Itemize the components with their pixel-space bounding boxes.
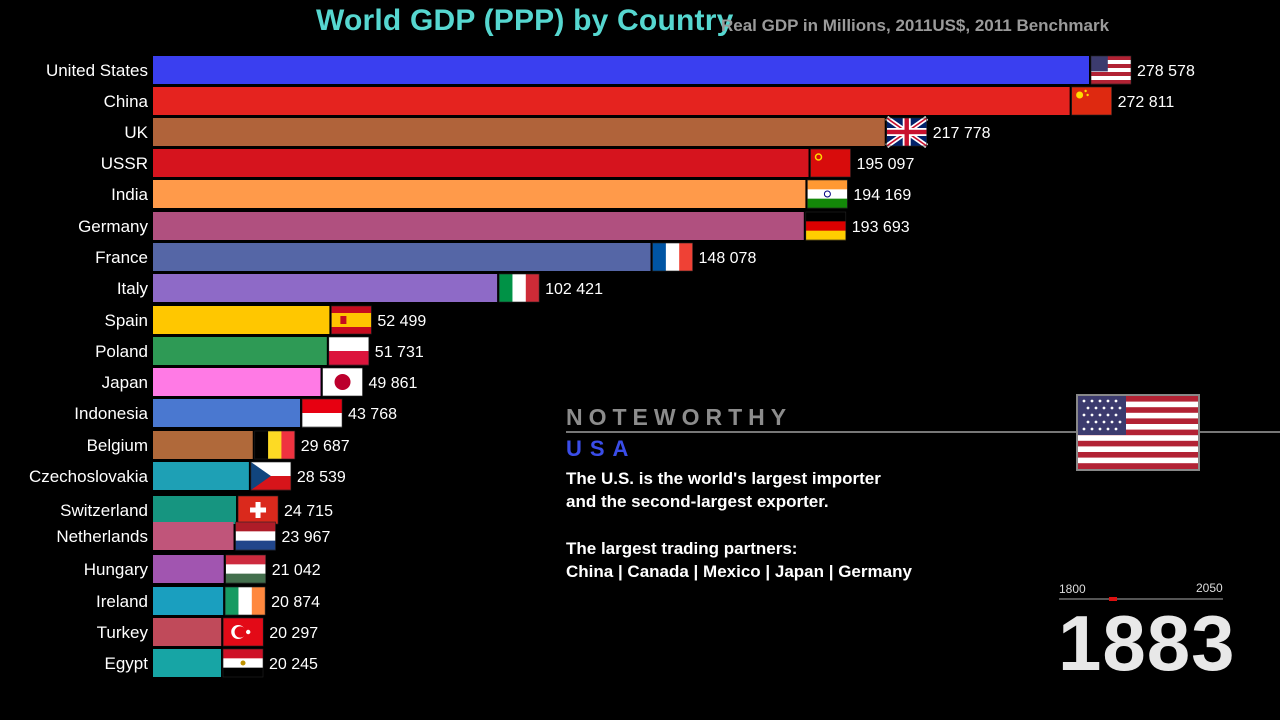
us-flag-icon: [1076, 394, 1200, 471]
category-label: Belgium: [87, 436, 148, 455]
bar: [153, 337, 327, 365]
value-label: 21 042: [272, 562, 321, 579]
noteworthy-country: USA: [566, 436, 637, 461]
bar: [153, 649, 222, 677]
ie-flag-icon: [224, 586, 266, 616]
value-label: 195 097: [857, 156, 915, 173]
timeline-start-label: 1800: [1059, 582, 1086, 596]
category-label: United States: [46, 61, 148, 80]
current-year: 1883: [1058, 599, 1236, 687]
timeline-marker: [1109, 597, 1118, 601]
value-label: 29 687: [301, 438, 350, 455]
category-label: Hungary: [84, 560, 149, 579]
us-flag-icon: [1090, 55, 1132, 85]
ussr-flag-icon: [810, 148, 851, 178]
category-label: Switzerland: [60, 501, 148, 520]
bar: [153, 243, 651, 271]
jp-flag-icon: [322, 367, 363, 397]
es-flag-icon: [331, 305, 372, 335]
bar: [153, 496, 237, 524]
id-flag-icon: [301, 398, 343, 428]
bar: [153, 587, 224, 615]
eg-flag-icon: [222, 648, 264, 678]
value-label: 52 499: [377, 313, 426, 330]
category-label: Netherlands: [56, 527, 148, 546]
pl-flag-icon: [328, 336, 370, 366]
value-label: 20 297: [269, 625, 318, 642]
bar: [153, 462, 249, 490]
category-label: Poland: [95, 342, 148, 361]
hu-flag-icon: [225, 554, 266, 584]
cs-flag-icon: [250, 461, 292, 491]
noteworthy-heading: NOTEWORTHY: [566, 404, 793, 430]
value-label: 217 778: [933, 125, 991, 142]
value-label: 194 169: [853, 187, 911, 204]
bar: [153, 180, 806, 208]
category-label: Japan: [102, 373, 148, 392]
noteworthy-text-line: The U.S. is the world's largest importer: [566, 469, 881, 488]
bar: [153, 149, 809, 177]
category-label: Germany: [78, 217, 148, 236]
category-label: India: [111, 185, 148, 204]
value-label: 24 715: [284, 503, 333, 520]
value-label: 20 874: [271, 594, 320, 611]
category-label: China: [104, 92, 149, 111]
bar: [153, 306, 330, 334]
value-label: 28 539: [297, 469, 346, 486]
nl-flag-icon: [235, 521, 276, 551]
chart-subtitle: Real GDP in Millions, 2011US$, 2011 Benc…: [721, 16, 1110, 35]
bar: [153, 555, 224, 583]
de-flag-icon: [805, 211, 847, 241]
category-label: Ireland: [96, 592, 148, 611]
category-label: USSR: [101, 154, 148, 173]
bar: [153, 274, 498, 302]
be-flag-icon: [254, 430, 296, 460]
in-flag-icon: [807, 179, 848, 209]
it-flag-icon: [498, 273, 540, 303]
bar: [153, 618, 222, 646]
chart-title: World GDP (PPP) by Country: [316, 4, 734, 37]
bar: [153, 431, 253, 459]
value-label: 20 245: [269, 656, 318, 673]
uk-flag-icon: [885, 115, 929, 149]
bar: [153, 212, 804, 240]
bar: [153, 56, 1089, 84]
category-label: Italy: [117, 279, 149, 298]
category-label: Egypt: [105, 654, 149, 673]
bar: [153, 522, 234, 550]
category-label: France: [95, 248, 148, 267]
category-label: UK: [124, 123, 148, 142]
timeline-track: [1059, 598, 1223, 600]
value-label: 51 731: [375, 344, 424, 361]
bar: [153, 368, 321, 396]
value-label: 148 078: [699, 250, 757, 267]
bar: [153, 118, 885, 146]
ch-flag-icon: [237, 495, 279, 525]
value-label: 102 421: [545, 281, 603, 298]
category-label: Indonesia: [74, 404, 148, 423]
category-label: Spain: [105, 311, 148, 330]
tr-flag-icon: [222, 617, 264, 647]
value-label: 23 967: [282, 529, 331, 546]
noteworthy-text-line: and the second-largest exporter.: [566, 492, 829, 511]
noteworthy-divider: [566, 431, 1280, 433]
category-label: Turkey: [97, 623, 149, 642]
value-label: 278 578: [1137, 63, 1195, 80]
value-label: 49 861: [369, 375, 418, 392]
category-label: Czechoslovakia: [29, 467, 149, 486]
noteworthy-partners: China | Canada | Mexico | Japan | German…: [566, 562, 912, 581]
value-label: 272 811: [1118, 94, 1175, 111]
noteworthy-text-line: The largest trading partners:: [566, 539, 798, 558]
value-label: 43 768: [348, 406, 397, 423]
fr-flag-icon: [652, 242, 693, 272]
bar: [153, 399, 301, 427]
bar: [153, 87, 1070, 115]
value-label: 193 693: [852, 219, 910, 236]
cn-flag-icon: [1071, 86, 1112, 116]
timeline-end-label: 2050: [1196, 581, 1223, 595]
